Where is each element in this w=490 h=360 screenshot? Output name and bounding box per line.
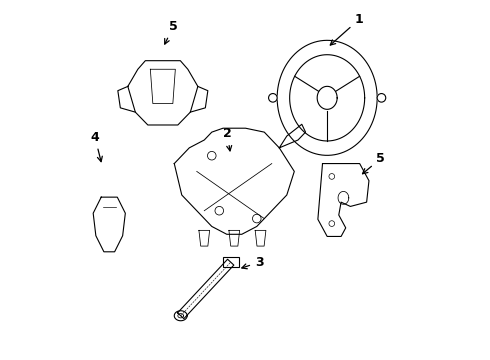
Text: 5: 5	[165, 20, 178, 44]
Circle shape	[377, 94, 386, 102]
Text: 1: 1	[330, 13, 364, 45]
Text: 5: 5	[363, 152, 385, 174]
Bar	[223, 257, 239, 267]
Circle shape	[269, 94, 277, 102]
Text: 4: 4	[91, 131, 102, 162]
Text: 2: 2	[223, 127, 232, 151]
Text: 3: 3	[242, 256, 264, 269]
